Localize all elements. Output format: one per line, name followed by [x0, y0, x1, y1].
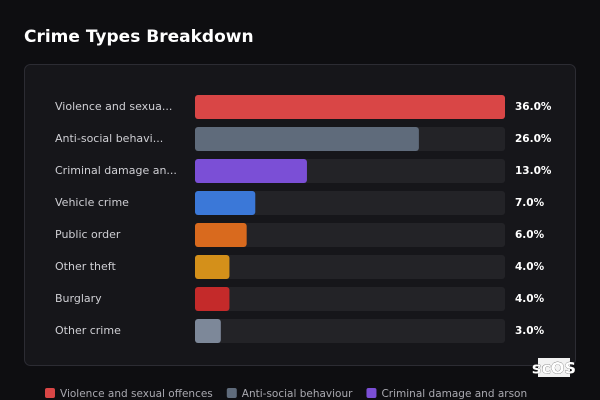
bar-track	[195, 287, 505, 311]
bar	[195, 159, 307, 183]
bar-track	[195, 255, 505, 279]
legend-label: Violence and sexual offences	[60, 388, 213, 400]
value-label: 7.0%	[515, 197, 545, 209]
value-label: 26.0%	[515, 133, 552, 145]
bar	[195, 287, 230, 311]
category-label: Burglary	[55, 292, 102, 305]
category-label: Vehicle crime	[55, 196, 129, 209]
legend-label: Criminal damage and arson	[381, 388, 527, 400]
category-label: Other crime	[55, 324, 121, 337]
legend-label: Anti-social behaviour	[242, 388, 353, 400]
bar-track	[195, 191, 505, 215]
brand-box	[538, 358, 570, 377]
legend-swatch	[366, 388, 377, 398]
value-label: 13.0%	[515, 165, 552, 177]
bar-track	[195, 223, 505, 247]
chart-title: Crime Types Breakdown	[24, 27, 254, 47]
value-label: 3.0%	[515, 325, 545, 337]
bar	[195, 191, 256, 215]
bar	[195, 127, 419, 151]
value-label: 36.0%	[515, 101, 552, 113]
value-label: 4.0%	[515, 261, 545, 273]
category-label: Other theft	[55, 260, 116, 273]
brand: scOS	[532, 359, 576, 378]
value-label: 6.0%	[515, 229, 545, 241]
category-label: Public order	[55, 228, 121, 241]
bar	[195, 95, 505, 119]
legend-swatch	[226, 388, 237, 398]
value-label: 4.0%	[515, 293, 545, 305]
bar	[195, 319, 221, 343]
category-label: Anti-social behavi...	[55, 132, 163, 145]
category-label: Violence and sexua...	[55, 100, 172, 113]
bar-track	[195, 319, 505, 343]
bar	[195, 223, 247, 247]
category-label: Criminal damage an...	[55, 164, 177, 177]
bar	[195, 255, 230, 279]
legend-swatch	[45, 388, 55, 398]
